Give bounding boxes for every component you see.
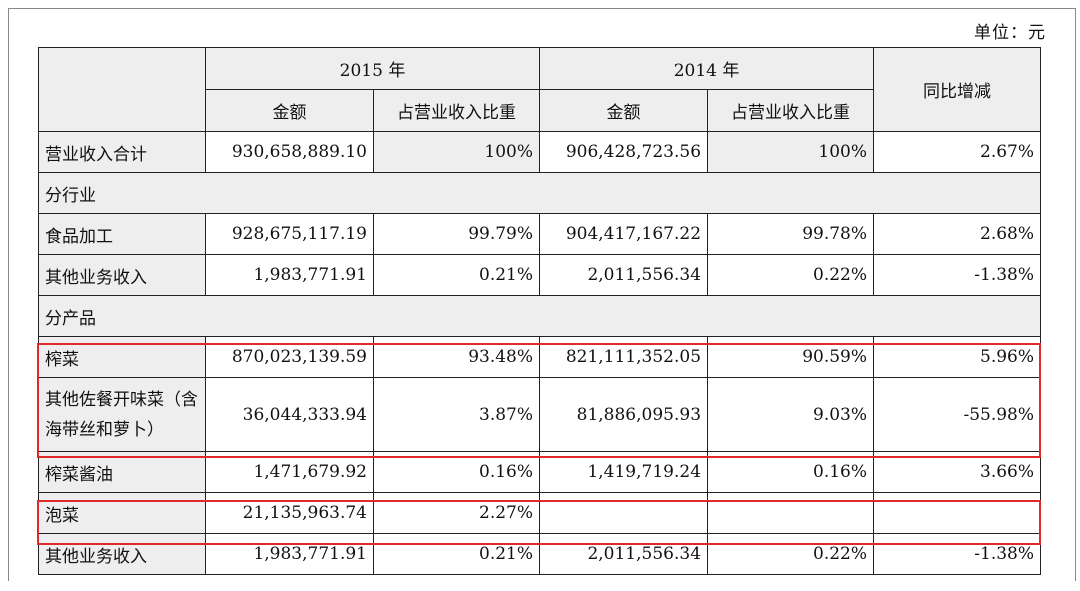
cell-amount-2014: 1,419,719.24 (539, 451, 709, 493)
cell-ratio-2015: 99.79% (372, 213, 541, 255)
cell-amount-2015: 1,983,771.91 (205, 533, 374, 575)
cell-ratio-2014: 90.59% (707, 336, 875, 378)
table-row: 泡菜 21,135,963.74 2.27% (38, 492, 1042, 534)
cell-yoy: -55.98% (873, 377, 1042, 452)
cell-amount-2015: 21,135,963.74 (205, 492, 374, 534)
cell-ratio-2015: 2.27% (372, 492, 541, 534)
row-label: 榨菜 (38, 336, 206, 378)
cell-ratio-2014: 0.22% (707, 254, 875, 296)
cell-ratio-2014: 0.16% (707, 451, 875, 493)
cell-amount-2014: 904,417,167.22 (539, 213, 709, 255)
header-ratio-2014: 占营业收入比重 (707, 89, 875, 132)
header-year-2014: 2014 年 (539, 47, 875, 90)
cell-yoy: 2.67% (873, 131, 1042, 173)
cell-amount-2014: 81,886,095.93 (539, 377, 709, 452)
row-label: 泡菜 (38, 492, 206, 534)
cell-amount-2015: 930,658,889.10 (205, 131, 374, 173)
cell-ratio-2014 (707, 492, 875, 534)
cell-ratio-2015: 3.87% (372, 377, 541, 452)
cell-amount-2015: 1,471,679.92 (205, 451, 374, 493)
cell-ratio-2015: 0.21% (372, 254, 541, 296)
row-label: 榨菜酱油 (38, 451, 206, 493)
page-frame-right (1075, 8, 1076, 581)
cell-ratio-2015: 0.16% (372, 451, 541, 493)
header-amount-2014: 金额 (539, 89, 709, 132)
header-amount-2015: 金额 (205, 89, 374, 132)
table-row: 榨菜 870,023,139.59 93.48% 821,111,352.05 … (38, 336, 1042, 378)
table-row: 其他业务收入 1,983,771.91 0.21% 2,011,556.34 0… (38, 254, 1042, 296)
cell-yoy: 5.96% (873, 336, 1042, 378)
cell-amount-2014: 906,428,723.56 (539, 131, 709, 173)
cell-amount-2014: 2,011,556.34 (539, 254, 709, 296)
cell-ratio-2015: 0.21% (372, 533, 541, 575)
table-row-total: 营业收入合计 930,658,889.10 100% 906,428,723.5… (38, 131, 1042, 173)
cell-ratio-2014: 0.22% (707, 533, 875, 575)
header-ratio-2015: 占营业收入比重 (372, 89, 541, 132)
section-row-product: 分产品 (37, 295, 1042, 337)
cell-amount-2015: 1,983,771.91 (205, 254, 374, 296)
page-frame-left (8, 8, 9, 581)
cell-ratio-2015: 100% (372, 131, 541, 173)
cell-yoy (873, 492, 1042, 534)
header-corner (38, 47, 206, 132)
cell-yoy: 2.68% (873, 213, 1042, 255)
cell-amount-2014 (539, 492, 709, 534)
row-label: 其他业务收入 (38, 533, 206, 575)
cell-amount-2015: 870,023,139.59 (205, 336, 374, 378)
section-label-industry: 分行业 (37, 172, 1042, 214)
cell-ratio-2014: 100% (707, 131, 875, 173)
cell-ratio-2015: 93.48% (372, 336, 541, 378)
header-year-2015: 2015 年 (204, 47, 541, 90)
table-row: 其他佐餐开味菜（含海带丝和萝卜） 36,044,333.94 3.87% 81,… (38, 377, 1042, 452)
cell-yoy: -1.38% (873, 533, 1042, 575)
section-label-product: 分产品 (37, 295, 1042, 337)
row-label: 其他业务收入 (38, 254, 206, 296)
cell-amount-2015: 928,675,117.19 (205, 213, 374, 255)
row-label: 食品加工 (38, 213, 206, 255)
revenue-table: 2015 年 2014 年 同比增减 金额 占营业收入比重 金额 占营业收入比重… (37, 47, 1042, 575)
cell-ratio-2014: 99.78% (707, 213, 875, 255)
row-label: 其他佐餐开味菜（含海带丝和萝卜） (38, 377, 206, 452)
cell-yoy: 3.66% (873, 451, 1042, 493)
row-label: 营业收入合计 (38, 131, 206, 173)
cell-amount-2014: 821,111,352.05 (539, 336, 709, 378)
table-row: 其他业务收入 1,983,771.91 0.21% 2,011,556.34 0… (38, 533, 1042, 575)
table-row: 食品加工 928,675,117.19 99.79% 904,417,167.2… (38, 213, 1042, 255)
unit-label: 单位：元 (974, 23, 1046, 43)
page-frame-top (8, 8, 1076, 9)
header-yoy: 同比增减 (873, 47, 1042, 132)
cell-amount-2015: 36,044,333.94 (205, 377, 374, 452)
cell-amount-2014: 2,011,556.34 (539, 533, 709, 575)
cell-yoy: -1.38% (873, 254, 1042, 296)
section-row-industry: 分行业 (37, 172, 1042, 214)
cell-ratio-2014: 9.03% (707, 377, 875, 452)
table-row: 榨菜酱油 1,471,679.92 0.16% 1,419,719.24 0.1… (38, 451, 1042, 493)
